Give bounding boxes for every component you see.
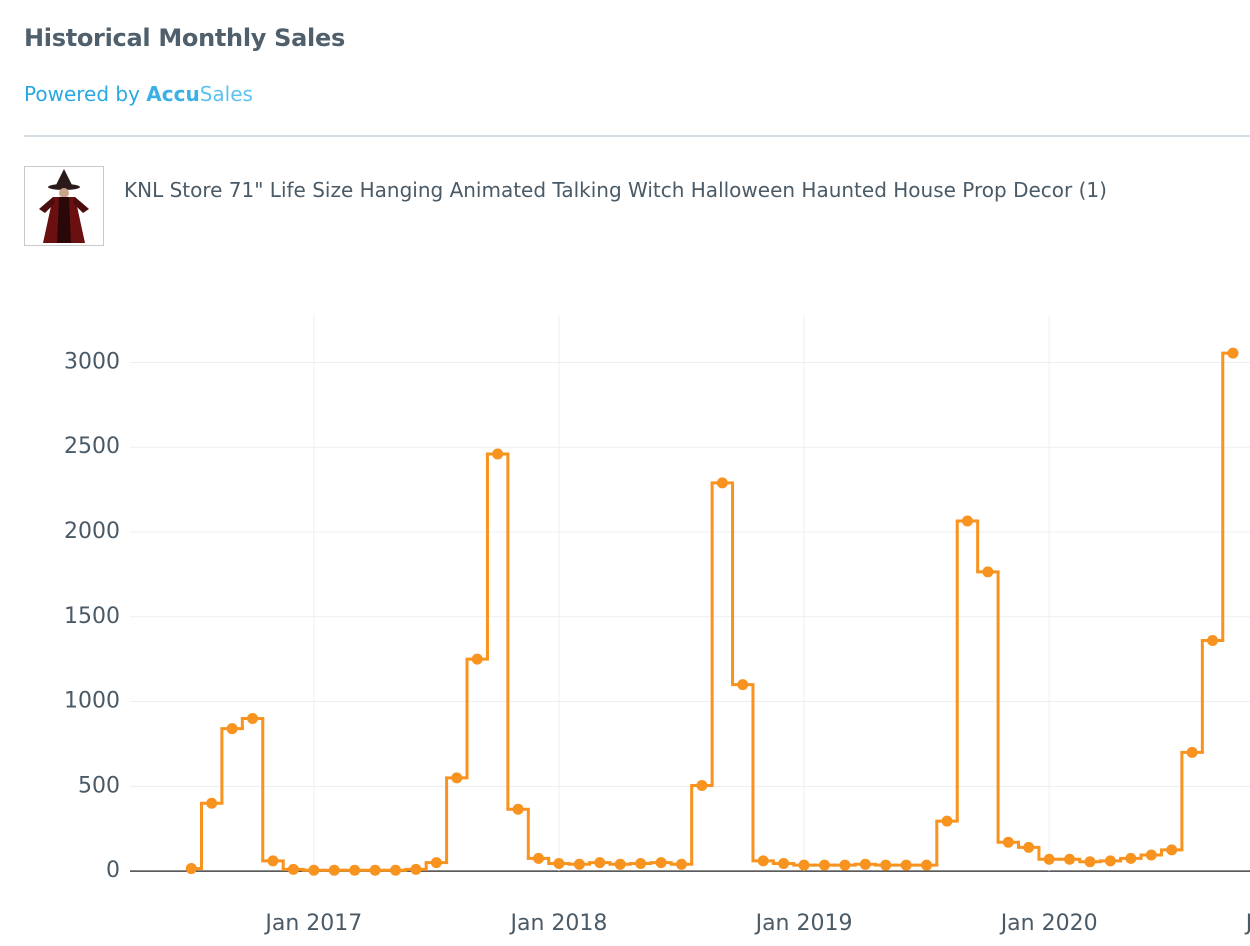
data-point bbox=[961, 515, 973, 527]
data-point bbox=[635, 857, 647, 869]
data-point bbox=[1084, 856, 1096, 868]
x-tick-label: Jan 2021 bbox=[1244, 911, 1250, 936]
data-point bbox=[1125, 852, 1137, 864]
data-point bbox=[533, 852, 545, 864]
product-image[interactable] bbox=[24, 166, 104, 246]
data-point bbox=[1023, 841, 1035, 853]
data-point bbox=[655, 857, 667, 869]
data-point bbox=[921, 859, 933, 871]
data-point bbox=[859, 858, 871, 870]
x-tick-label: Jan 2017 bbox=[263, 911, 362, 936]
data-point bbox=[818, 859, 830, 871]
data-point bbox=[390, 864, 402, 876]
data-point bbox=[369, 864, 381, 876]
x-tick-label: Jan 2018 bbox=[508, 911, 607, 936]
data-point bbox=[451, 772, 463, 784]
data-point bbox=[512, 803, 524, 815]
y-tick-label: 2500 bbox=[64, 434, 120, 459]
data-point bbox=[349, 864, 361, 876]
data-point bbox=[757, 855, 769, 867]
data-point bbox=[716, 477, 728, 489]
data-point bbox=[410, 863, 422, 875]
data-point bbox=[185, 863, 197, 875]
data-point bbox=[492, 448, 504, 460]
witch-icon bbox=[25, 167, 103, 245]
data-point bbox=[880, 859, 892, 871]
data-point bbox=[1043, 853, 1055, 865]
data-point bbox=[696, 779, 708, 791]
y-tick-label: 1500 bbox=[64, 604, 120, 629]
data-point bbox=[675, 858, 687, 870]
data-point bbox=[900, 859, 912, 871]
data-point bbox=[778, 857, 790, 869]
x-tick-label: Jan 2019 bbox=[754, 911, 853, 936]
data-point bbox=[798, 859, 810, 871]
data-point bbox=[1207, 635, 1219, 647]
y-tick-label: 2000 bbox=[64, 519, 120, 544]
data-point bbox=[553, 857, 565, 869]
powered-text: Powered by bbox=[24, 82, 140, 106]
data-point bbox=[226, 723, 238, 735]
data-point bbox=[1166, 844, 1178, 856]
data-point bbox=[839, 859, 851, 871]
data-point bbox=[287, 863, 299, 875]
product-title[interactable]: KNL Store 71" Life Size Hanging Animated… bbox=[124, 178, 1107, 202]
data-point bbox=[308, 864, 320, 876]
data-point bbox=[328, 864, 340, 876]
data-point bbox=[1002, 836, 1014, 848]
divider bbox=[24, 135, 1250, 137]
data-point bbox=[206, 797, 218, 809]
data-point bbox=[737, 679, 749, 691]
y-tick-label: 3000 bbox=[64, 349, 120, 374]
data-point bbox=[594, 857, 606, 869]
data-point bbox=[247, 713, 259, 725]
data-point bbox=[430, 857, 442, 869]
data-point bbox=[1064, 853, 1076, 865]
x-tick-label: Jan 2020 bbox=[999, 911, 1098, 936]
data-point bbox=[267, 855, 279, 867]
data-point bbox=[982, 566, 994, 578]
brand-light: Sales bbox=[199, 82, 253, 106]
data-point bbox=[941, 815, 953, 827]
data-point bbox=[471, 653, 483, 665]
y-tick-label: 1000 bbox=[64, 689, 120, 714]
data-point bbox=[573, 858, 585, 870]
powered-by: Powered by AccuSales bbox=[24, 82, 253, 106]
brand-bold: Accu bbox=[146, 82, 200, 106]
data-point bbox=[1104, 855, 1116, 867]
data-point bbox=[614, 858, 626, 870]
y-tick-label: 500 bbox=[78, 773, 120, 798]
data-point bbox=[1186, 746, 1198, 758]
page-title: Historical Monthly Sales bbox=[24, 24, 345, 52]
y-tick-label: 0 bbox=[106, 858, 120, 883]
data-point bbox=[1227, 347, 1239, 359]
data-point bbox=[1145, 849, 1157, 861]
